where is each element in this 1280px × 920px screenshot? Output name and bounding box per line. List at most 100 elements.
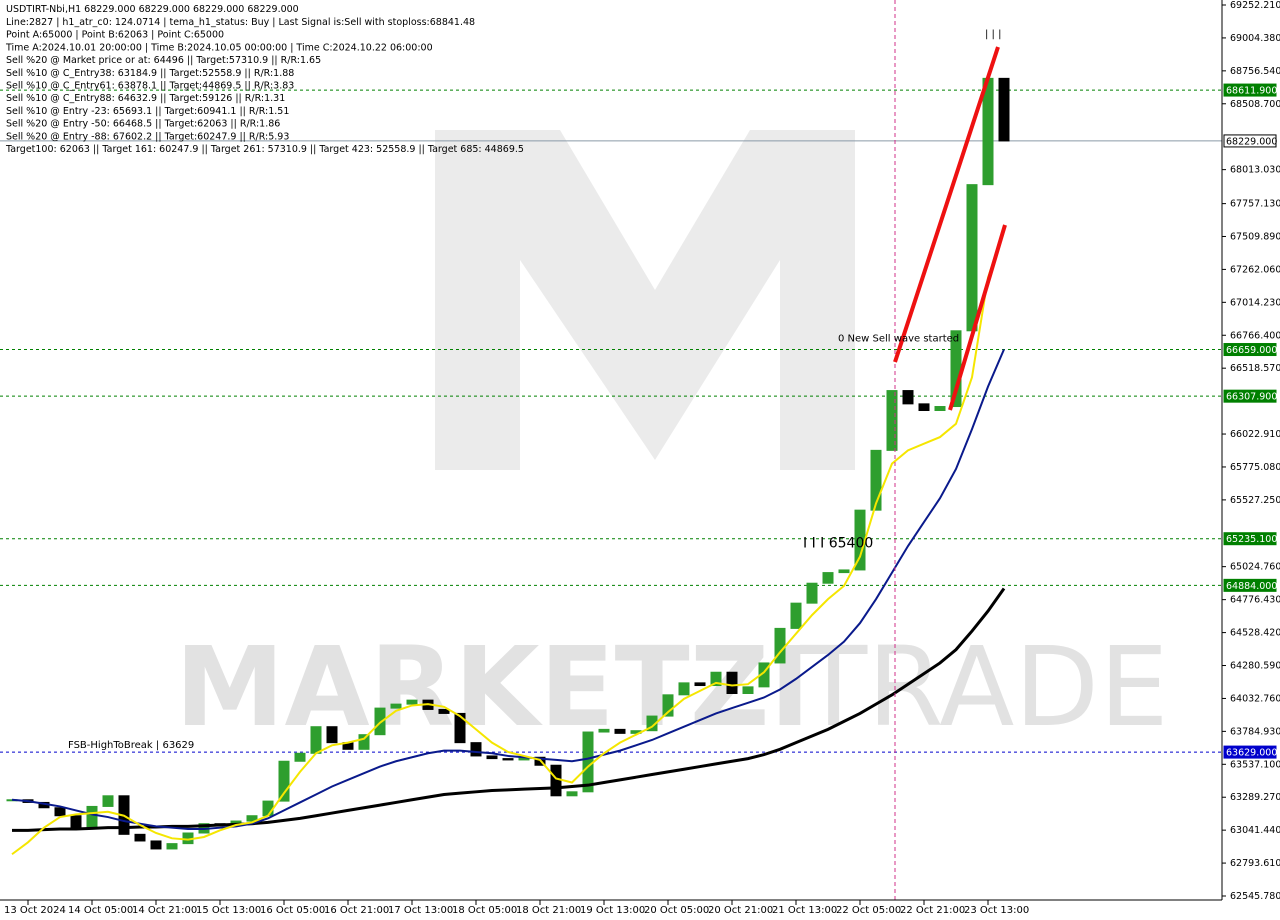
candle: [662, 694, 674, 717]
x-tick-label: 22 Oct 05:00: [836, 905, 901, 916]
level-label: 68229.000: [1226, 136, 1277, 147]
chart-title: USDTIRT-Nbi,H1 68229.000 68229.000 68229…: [6, 4, 299, 15]
candle: [438, 708, 450, 714]
y-tick-label: 64032.760: [1230, 693, 1280, 704]
y-tick-label: 67509.890: [1230, 231, 1280, 242]
y-tick-label: 65527.250: [1230, 495, 1280, 506]
candle: [470, 742, 482, 757]
x-tick-label: 18 Oct 21:00: [516, 905, 581, 916]
y-tick-label: 67262.060: [1230, 264, 1280, 275]
annotation: 0 New Sell wave started: [838, 333, 959, 344]
y-tick-label: 63289.270: [1230, 792, 1280, 803]
level-label-box: [1223, 134, 1277, 148]
candle: [502, 758, 514, 761]
y-tick-label: 68756.540: [1230, 66, 1280, 77]
candle: [166, 843, 178, 850]
x-tick-label: 15 Oct 13:00: [196, 905, 261, 916]
x-tick-label: 16 Oct 21:00: [324, 905, 389, 916]
y-tick-label: 66766.400: [1230, 330, 1280, 341]
y-tick-label: 67757.130: [1230, 199, 1280, 210]
x-tick-label: 13 Oct 2024: [4, 905, 66, 916]
level-label: 66659.000: [1226, 345, 1277, 356]
y-tick-label: 67014.230: [1230, 297, 1280, 308]
candle: [614, 728, 626, 734]
candle: [390, 703, 402, 709]
info-line: Point A:65000 | Point B:62063 | Point C:…: [6, 30, 224, 41]
level-label-box: [1223, 83, 1277, 97]
candle: [278, 760, 290, 802]
y-tick-label: 63537.100: [1230, 759, 1280, 770]
moving-average: [11, 229, 1005, 856]
candle: [358, 734, 370, 750]
x-tick-label: 17 Oct 13:00: [388, 905, 453, 916]
info-line: Sell %20 @ Market price or at: 64496 || …: [6, 55, 321, 66]
candle: [70, 815, 82, 829]
info-line: Sell %10 @ C_Entry88: 64632.9 || Target:…: [6, 93, 285, 104]
candle: [998, 77, 1010, 142]
x-tick-label: 14 Oct 05:00: [68, 905, 133, 916]
candle: [918, 403, 930, 412]
y-tick-label: 68013.030: [1230, 165, 1280, 176]
info-line: Sell %10 @ C_Entry38: 63184.9 || Target:…: [6, 68, 294, 79]
candle: [102, 795, 114, 807]
moving-average: [12, 587, 1006, 832]
info-line: Sell %20 @ Entry -88: 67602.2 || Target:…: [6, 131, 289, 142]
candle: [822, 572, 834, 584]
x-tick-label: 21 Oct 13:00: [772, 905, 837, 916]
candle: [582, 731, 594, 793]
info-line: Line:2827 | h1_atr_c0: 124.0714 | tema_h…: [6, 17, 475, 28]
level-label-box: [1223, 389, 1277, 403]
candle: [966, 184, 978, 332]
candle: [486, 755, 498, 760]
candle: [710, 671, 722, 687]
candle: [550, 764, 562, 797]
candle: [790, 602, 802, 629]
x-tick-label: 20 Oct 21:00: [708, 905, 773, 916]
watermark-text: TRADE: [799, 623, 1169, 751]
x-tick-label: 16 Oct 05:00: [260, 905, 325, 916]
candle: [934, 406, 946, 412]
info-line: Sell %10 @ Entry -23: 65693.1 || Target:…: [6, 106, 289, 117]
y-tick-label: 64280.590: [1230, 661, 1280, 672]
candle: [454, 712, 466, 744]
level-label-box: [1223, 578, 1277, 592]
y-tick-label: 63784.930: [1230, 726, 1280, 737]
candle: [374, 707, 386, 736]
candle: [294, 752, 306, 762]
y-tick-label: 63041.440: [1230, 825, 1280, 836]
level-label-box: [1223, 532, 1277, 546]
info-line: Target100: 62063 || Target 161: 60247.9 …: [5, 144, 524, 155]
x-tick-label: 18 Oct 05:00: [452, 905, 517, 916]
plot-area: [0, 77, 1222, 856]
x-tick-label: 14 Oct 21:00: [132, 905, 197, 916]
watermark: MARKETZI TRADE: [175, 130, 1169, 751]
candle: [886, 390, 898, 451]
x-tick-label: 23 Oct 13:00: [964, 905, 1029, 916]
level-label-box: [1223, 343, 1277, 357]
candle: [678, 682, 690, 696]
candle: [310, 726, 322, 754]
watermark-logo: [435, 130, 855, 470]
level-label: 63629.000: [1226, 748, 1277, 759]
y-tick-label: 65024.760: [1230, 562, 1280, 573]
wave-line: [893, 46, 1000, 363]
y-tick-label: 66022.910: [1230, 429, 1280, 440]
candle: [566, 791, 578, 797]
candle: [86, 805, 98, 829]
candle: [694, 682, 706, 687]
info-line: Sell %20 @ Entry -50: 66468.5 || Target:…: [6, 119, 280, 130]
y-tick-label: 64528.420: [1230, 628, 1280, 639]
candle: [726, 671, 738, 694]
candle: [742, 686, 754, 694]
candle: [54, 807, 66, 817]
level-label: 65235.100: [1226, 534, 1277, 545]
y-tick-label: 62545.780: [1230, 891, 1280, 902]
y-tick-label: 69252.210: [1230, 0, 1280, 11]
moving-average: [11, 348, 1005, 831]
level-label: 68611.900: [1226, 86, 1277, 97]
candle: [838, 569, 850, 574]
candle: [406, 699, 418, 705]
y-tick-label: 66518.570: [1230, 363, 1280, 374]
level-label-box: [1223, 745, 1277, 759]
